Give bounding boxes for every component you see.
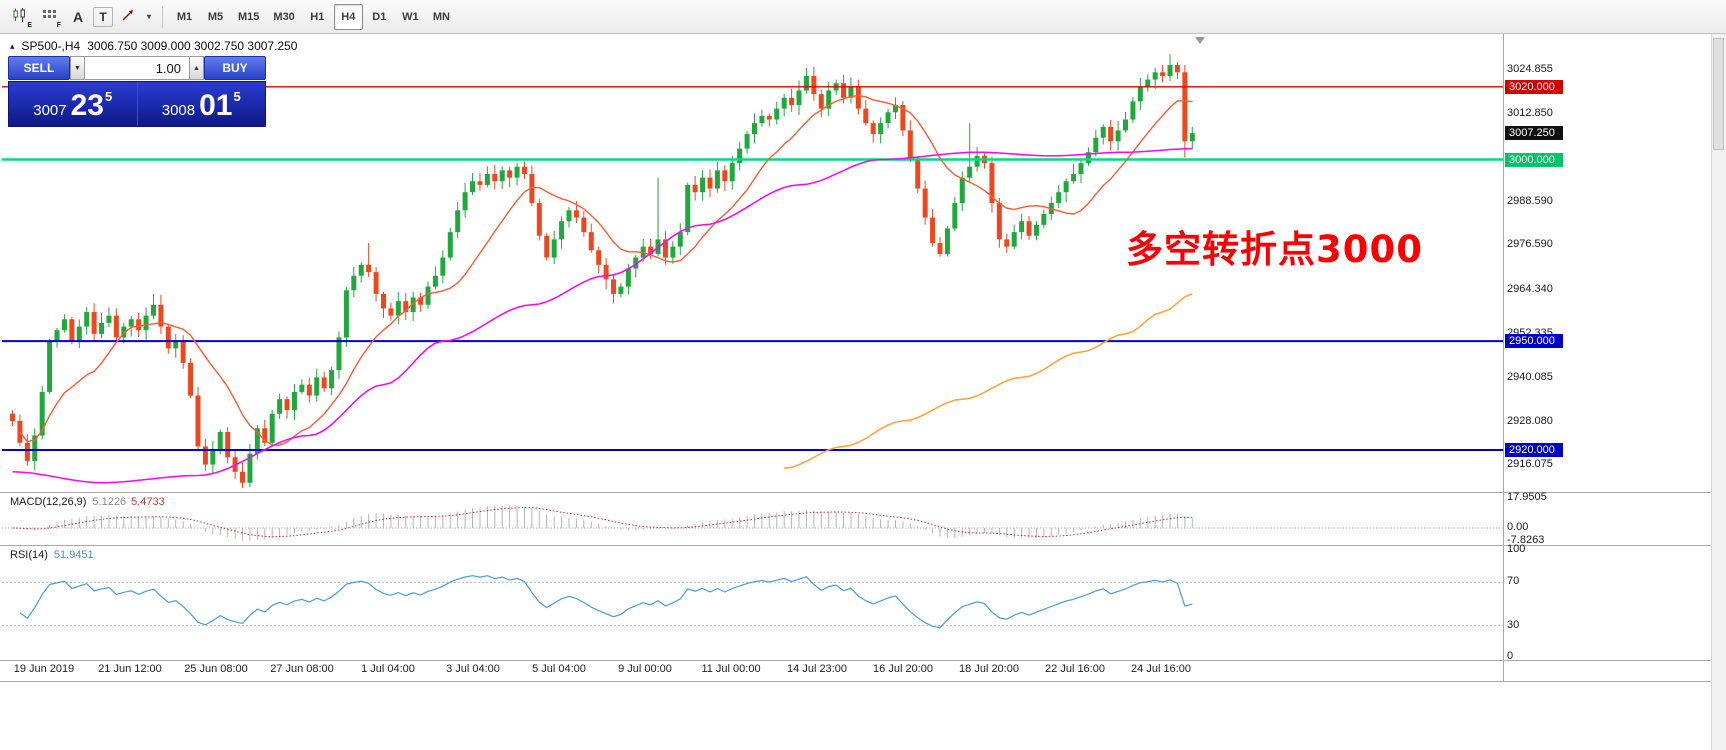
text-box-tool-button[interactable]: T: [93, 6, 113, 27]
expand-arrow-icon[interactable]: ▴: [10, 40, 15, 51]
time-axis-label: 24 Jul 16:00: [1131, 663, 1191, 675]
time-axis-label: 9 Jul 00:00: [618, 663, 672, 675]
macd-value-1: 5.1226: [92, 496, 127, 508]
trendline-tool-button[interactable]: [115, 4, 141, 30]
price-axis-tick: 2916.075: [1507, 458, 1553, 470]
buy-button[interactable]: BUY: [204, 56, 266, 80]
volume-decrease-button[interactable]: ▼: [70, 56, 85, 80]
tool-sub-label: E: [27, 21, 32, 29]
macd-axis-tick: -7.8263: [1507, 534, 1545, 546]
price-axis-tick: 2940.085: [1507, 371, 1553, 383]
time-axis-label: 16 Jul 20:00: [873, 663, 933, 675]
chart-header: ▴ SP500-,H4 3006.750 3009.000 3002.750 3…: [10, 39, 297, 53]
caret-up-icon: ▲: [193, 64, 200, 72]
grid-icon: [41, 8, 58, 26]
ask-sup-digit: 5: [233, 89, 241, 104]
ask-price-display[interactable]: 3008 01 5: [138, 82, 266, 126]
rsi-value: 51.9451: [53, 549, 94, 561]
time-axis-label: 19 Jun 2019: [13, 663, 75, 675]
time-axis-label: 25 Jun 08:00: [184, 663, 248, 675]
rsi-axis-tick: 70: [1507, 575, 1520, 587]
text-label-tool-button[interactable]: A: [65, 4, 91, 30]
time-axis-label: 3 Jul 04:00: [446, 663, 500, 675]
bid-big-digits: 23: [70, 89, 104, 123]
trendline-icon: [120, 7, 136, 26]
vertical-scrollbar[interactable]: [1711, 34, 1726, 750]
sell-button[interactable]: SELL: [8, 56, 70, 80]
trade-controls-row: SELL ▼ ▲ BUY: [8, 56, 266, 80]
timeframe-m1-button[interactable]: M1: [170, 4, 199, 30]
hline-price-badge-2950: 2950.000: [1505, 334, 1563, 348]
macd-title: MACD(12,26,9) 5.1226 5.4733: [10, 496, 165, 508]
toolbar: E F A T ▾ M1 M5 M15 M30 H1 H4 D1 W1 MN: [0, 0, 1726, 34]
rsi-axis-tick: 30: [1507, 619, 1520, 631]
macd-axis-tick: 0.00: [1507, 521, 1529, 533]
toolbar-separator: [162, 5, 163, 28]
caret-down-icon: ▼: [74, 64, 81, 72]
chart-annotation-text: 多空转折点3000: [1126, 228, 1423, 271]
price-axis-tick: 3012.850: [1507, 107, 1553, 119]
timeframe-d1-button[interactable]: D1: [365, 4, 394, 30]
ask-prefix: 3008: [161, 101, 196, 119]
timeframe-m15-button[interactable]: M15: [232, 4, 265, 30]
macd-axis-tick: 17.9505: [1507, 491, 1547, 503]
volume-input[interactable]: [85, 56, 189, 80]
quote-panel: 3007 23 5 3008 01 5: [8, 81, 266, 127]
price-axis-tick: 2988.590: [1507, 195, 1553, 207]
symbol-timeframe-label: SP500-,H4: [21, 39, 81, 53]
time-axis-label: 11 Jul 00:00: [701, 663, 761, 675]
time-axis-label: 14 Jul 23:00: [787, 663, 847, 675]
rsi-axis-tick: 100: [1507, 543, 1526, 555]
chart-tool-button[interactable]: E: [5, 4, 34, 30]
hline-price-badge-2920: 2920.000: [1505, 443, 1563, 457]
chevron-down-icon: ▾: [146, 12, 151, 21]
time-axis-label: 18 Jul 20:00: [959, 663, 1019, 675]
time-axis-label: 27 Jun 08:00: [270, 663, 334, 675]
price-axis-tick: 2928.080: [1507, 415, 1553, 427]
draw-tools-dropdown[interactable]: ▾: [143, 4, 155, 30]
one-click-trading-panel: SELL ▼ ▲ BUY 3007 23 5 3008 01 5: [8, 56, 266, 127]
grid-tool-button[interactable]: F: [36, 4, 63, 30]
timeframe-mn-button[interactable]: MN: [427, 4, 456, 30]
timeframe-h4-button[interactable]: H4: [333, 3, 363, 30]
timeframe-w1-button[interactable]: W1: [396, 4, 425, 30]
current-price-badge: 3007.250: [1505, 126, 1563, 140]
timeframe-m30-button[interactable]: M30: [267, 4, 300, 30]
price-axis-tick: 2976.590: [1507, 238, 1553, 250]
bid-prefix: 3007: [33, 101, 67, 119]
time-axis-label: 1 Jul 04:00: [361, 663, 415, 675]
time-axis-label: 21 Jun 12:00: [98, 663, 162, 675]
price-axis-tick: 2964.340: [1507, 283, 1553, 295]
time-axis-label: 22 Jul 16:00: [1045, 663, 1105, 675]
ohlc-values: 3006.750 3009.000 3002.750 3007.250: [87, 39, 298, 53]
hline-price-badge-3020: 3020.000: [1505, 80, 1563, 94]
candlestick-chart-icon: [10, 7, 29, 26]
tool-sub-label: F: [56, 21, 61, 29]
bid-sup-digit: 5: [105, 89, 113, 104]
rsi-axis-tick: 0: [1507, 650, 1514, 662]
time-axis-label: 5 Jul 04:00: [532, 663, 586, 675]
macd-value-2: 5.4733: [131, 496, 165, 508]
hline-price-badge-3000: 3000.000: [1505, 153, 1563, 167]
timeframe-h1-button[interactable]: H1: [303, 4, 332, 30]
scrollbar-thumb[interactable]: [1713, 38, 1724, 150]
ask-big-digits: 01: [199, 89, 233, 123]
bid-price-display[interactable]: 3007 23 5: [9, 82, 138, 126]
rsi-name: RSI(14): [10, 549, 48, 561]
timeframe-m5-button[interactable]: M5: [201, 4, 230, 30]
macd-name: MACD(12,26,9): [10, 496, 87, 508]
rsi-title: RSI(14) 51.9451: [10, 549, 94, 561]
volume-increase-button[interactable]: ▲: [189, 56, 204, 80]
price-axis-tick: 3024.855: [1507, 63, 1553, 75]
